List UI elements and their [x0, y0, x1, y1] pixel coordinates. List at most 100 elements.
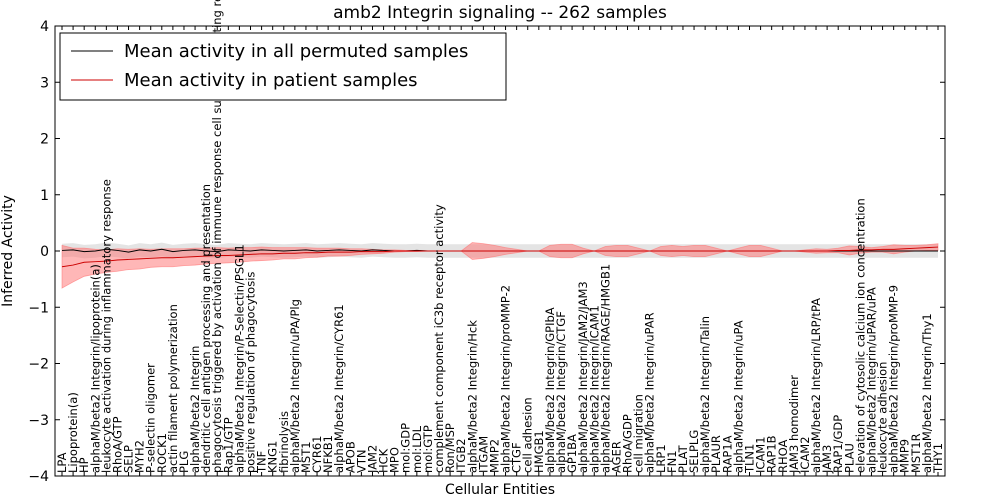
entity-label: MST1R [909, 433, 923, 473]
entity-label: NFKB1 [321, 435, 335, 473]
entity-label: MMP2 [487, 439, 501, 473]
entity-label: alphaM/beta2 Integrin/uPAR [643, 312, 657, 473]
y-tick-label: 1 [40, 188, 49, 204]
entity-label: PLAU [842, 443, 856, 473]
y-tick-label: 3 [40, 75, 49, 91]
entity-label: TNF [255, 451, 269, 474]
entity-label: MYH2 [133, 440, 147, 473]
entity-label: alphaM/beta2 Integrin/CYR61 [332, 304, 346, 473]
entity-label: RhoA/GDP [621, 414, 635, 473]
y-axis-label: Inferred Activity [0, 195, 16, 307]
entity-label: THY1 [931, 443, 945, 474]
entity-label: VTN [354, 450, 368, 474]
entity-label: FN1 [665, 450, 679, 473]
entity-label: alphaM/beta2 Integrin/uPA [731, 320, 745, 473]
entity-label: actin filament polymerization [166, 304, 180, 473]
entity-label: RHOA [776, 440, 790, 473]
legend-label-permuted: Mean activity in all permuted samples [124, 41, 468, 62]
entity-label: alphaM/beta2 Integrin/proMMP-2 [499, 285, 513, 473]
entity-label: GP1BA [565, 434, 579, 473]
entity-label: RAP1/GDP [831, 415, 845, 473]
entity-label: ITGB2 [454, 438, 468, 473]
entity-label: alphaM/beta2 Integrin/RAGE/HMGB1 [598, 264, 612, 473]
entity-label: APOB [343, 441, 357, 473]
series-lines [61, 246, 939, 268]
chart-title: amb2 Integrin signaling -- 262 samples [333, 3, 667, 23]
entity-label: alphaM/beta2 Integrin/Talin [698, 316, 712, 473]
entity-label: positive regulation of phagocytosis [244, 272, 258, 473]
y-tick-label: −4 [28, 469, 49, 485]
entity-label: alphaM/beta2 Integrin/GPIbA [543, 307, 557, 473]
entity-label: ITGAM [476, 436, 490, 473]
entity-label: P-selectin oligomer [144, 363, 158, 473]
entity-label: alphaM/beta2 Integrin/P-Selectin/PSGL1 [232, 244, 246, 473]
entity-label: CYR61 [310, 436, 324, 473]
entity-label: dendritic cell antigen processing and pr… [199, 184, 213, 473]
entity-label: alphaM/beta2 Integrin/lipoprotein(a) [88, 264, 102, 473]
entity-label: RAP1A [720, 435, 734, 473]
entity-label: PLAT [676, 444, 690, 473]
entity-label: cell adhesion [521, 397, 535, 473]
entity-label: MST1 [299, 441, 313, 473]
entity-label: alphaM/beta2 Integrin/proMMP-9 [887, 285, 901, 473]
entity-label: HP [77, 457, 91, 473]
entity-label: cell migration [632, 394, 646, 473]
entity-label: SELPLG [687, 430, 701, 473]
entity-label: LPA [55, 452, 69, 473]
entity-label: Rap1/GTP [221, 417, 235, 473]
legend-label-patient: Mean activity in patient samples [124, 70, 418, 91]
entity-label: JAM3 [820, 445, 834, 474]
y-axis: −4 −3 −2 −1 0 1 2 3 4 [28, 19, 945, 485]
patient-mean-line [61, 246, 939, 268]
legend-box [59, 32, 507, 101]
entity-label: alphaM/beta2 Integrin/Hck [465, 320, 479, 473]
y-tick-label: −1 [28, 300, 49, 316]
entity-label: RAP1B [765, 435, 779, 473]
entity-label: mol:LDL [410, 425, 424, 473]
entity-label: alphaM/beta2 Integrin/CTGF [554, 311, 568, 473]
entity-label: TLN1 [742, 444, 756, 474]
entity-label: AGER [609, 441, 623, 473]
entity-label: leukocyte activation during inflammatory… [99, 179, 113, 473]
entity-label: LRP1 [654, 444, 668, 473]
entity-label: mol:GDP [399, 423, 413, 473]
entity-label: PLG [177, 451, 191, 473]
entity-label: Ron/MSP [443, 423, 457, 473]
entity-label: elevation of cytosolic calcium ion conce… [853, 198, 867, 473]
entity-label: alphaM/beta2 Integrin/JAM2/JAM3 [576, 281, 590, 473]
entity-label: mol:GTP [421, 425, 435, 473]
entity-label: KNG1 [266, 441, 280, 473]
entity-label: ICAM2 [798, 436, 812, 473]
entity-label: ROCK1 [155, 433, 169, 473]
entity-label: fibrinolysis [277, 411, 291, 473]
entity-label: SELP [122, 445, 136, 473]
x-axis [61, 26, 939, 476]
entity-label: HMGB1 [532, 430, 546, 473]
entity-label: CTGF [510, 442, 524, 473]
legend: Mean activity in all permuted samples Me… [59, 32, 507, 101]
y-tick-label: 0 [40, 244, 49, 260]
entity-label: phagocytosis triggered by activation of … [210, 0, 224, 473]
x-axis-label: Cellular Entities [445, 482, 555, 498]
entity-label: JAM2 [365, 445, 379, 474]
entity-label: MMP9 [898, 439, 912, 473]
entity-label: alphaM/beta2 Integrin/uPA/Plg [288, 299, 302, 473]
entity-label: Lipoprotein(a) [66, 392, 80, 473]
entity-label: alphaM/beta2 Integrin/LRP/tPA [809, 298, 823, 473]
entity-label: MPO [388, 447, 402, 473]
entity-label: HCK [377, 448, 391, 473]
entity-label: JAM3 homodimer [787, 375, 801, 474]
entity-label: alphaM/beta2 Integrin/Thy1 [920, 313, 934, 473]
entity-label: leukocyte adhesion [876, 362, 890, 473]
entity-label: alphaM/beta2 Integrin/ICAM1 [587, 305, 601, 473]
y-tick-label: −2 [28, 357, 49, 373]
y-tick-label: 4 [40, 19, 49, 35]
y-tick-label: −3 [28, 413, 49, 429]
entity-label: PLAUR [709, 435, 723, 473]
entity-label: complement component iC3b receptor activ… [432, 204, 446, 473]
entity-label: ICAM1 [754, 436, 768, 473]
patient-band [61, 242, 939, 289]
y-tick-label: 2 [40, 132, 49, 148]
entity-label: RhoA/GTP [110, 416, 124, 473]
